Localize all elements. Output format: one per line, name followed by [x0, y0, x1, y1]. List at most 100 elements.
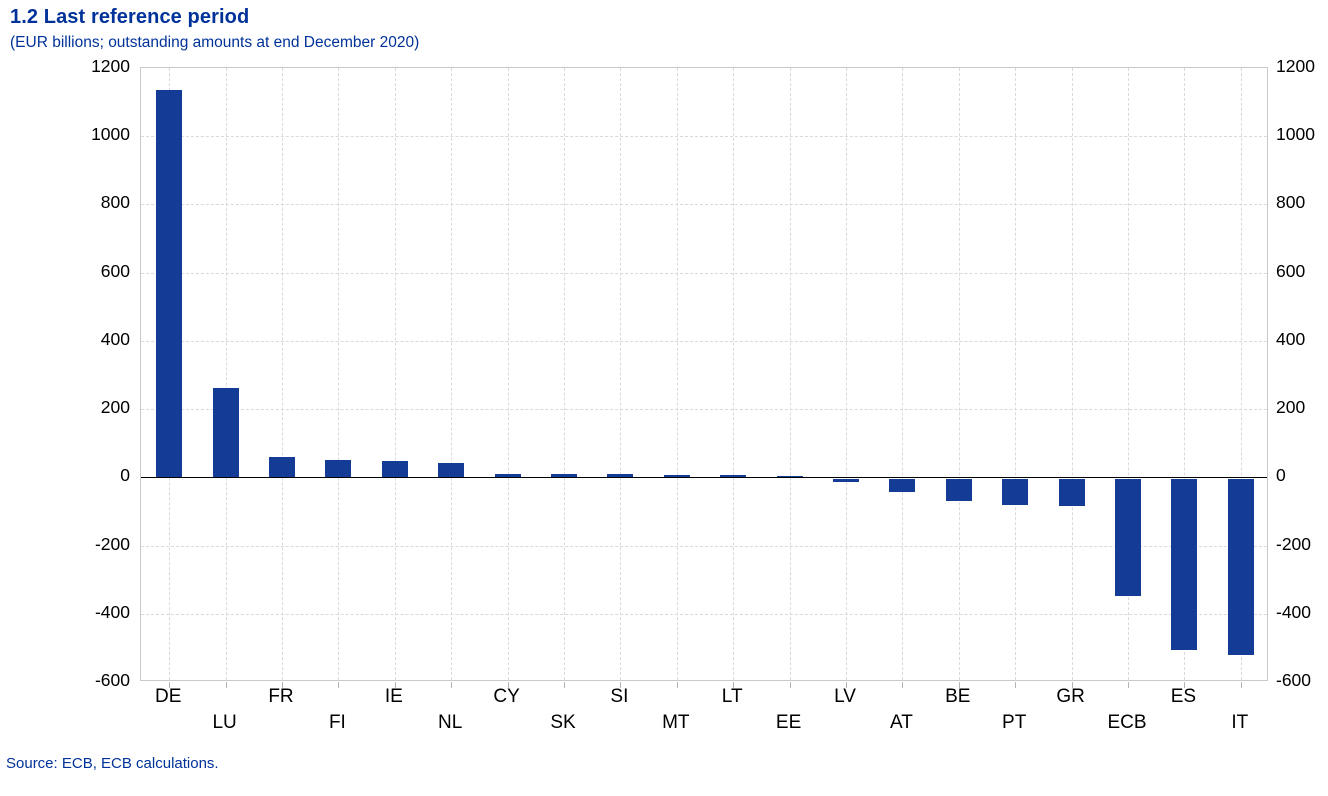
y-axis-tick-label-left: 0 [120, 465, 130, 486]
bar-AT [889, 478, 916, 493]
x-axis-label-LV: LV [834, 686, 856, 707]
source-note: Source: ECB, ECB calculations. [6, 755, 219, 772]
bar-IT [1227, 478, 1254, 656]
y-axis-tick-label-right: -600 [1276, 670, 1312, 690]
x-axis-tick [620, 682, 622, 688]
bar-LU [212, 388, 239, 478]
x-axis-label-NL: NL [438, 712, 463, 733]
vertical-gridline [1128, 68, 1129, 680]
vertical-gridline [958, 68, 960, 680]
x-axis-label-SI: SI [610, 686, 629, 707]
vertical-gridline [1184, 68, 1186, 680]
vertical-gridline [676, 68, 678, 680]
vertical-gridline [846, 68, 847, 680]
x-axis-label-DE: DE [154, 686, 182, 707]
vertical-gridline [620, 68, 622, 680]
horizontal-gridline [141, 340, 1267, 342]
x-axis-tick [564, 682, 565, 688]
y-axis-tick-label-right: 1200 [1276, 56, 1315, 76]
x-axis-label-GR: GR [1056, 686, 1085, 707]
horizontal-gridline [141, 272, 1267, 274]
x-axis-tick [1071, 682, 1073, 688]
y-axis-tick-label-left: -200 [94, 533, 130, 554]
bar-PT [1002, 478, 1029, 505]
x-axis-tick [282, 682, 283, 688]
x-axis-tick [902, 682, 904, 688]
y-axis-tick-label-right: -400 [1276, 601, 1312, 622]
x-axis-label-CY: CY [493, 686, 520, 707]
bar-NL [438, 463, 465, 478]
y-axis-tick-label-left: 200 [100, 397, 130, 418]
y-axis-tick-label-left: 400 [100, 328, 130, 349]
y-axis-tick-label-left: 1000 [91, 124, 130, 145]
bar-SK [551, 473, 577, 478]
bar-FI [325, 459, 352, 478]
vertical-gridline [564, 68, 565, 680]
x-axis-label-ECB: ECB [1107, 712, 1147, 733]
x-axis-label-SK: SK [550, 712, 576, 733]
y-axis-tick-label-right: 800 [1276, 192, 1306, 213]
bar-FR [269, 456, 295, 478]
x-axis-tick [338, 682, 340, 688]
x-axis-tick [733, 682, 735, 688]
x-axis-label-EE: EE [775, 712, 802, 733]
y-axis-tick-label-right: -200 [1276, 533, 1312, 554]
zero-axis-line [141, 477, 1267, 479]
vertical-gridline [902, 68, 904, 680]
vertical-gridline [733, 68, 735, 680]
x-axis-tick [1240, 682, 1242, 688]
x-axis-label-MT: MT [662, 712, 690, 733]
x-axis-label-IT: IT [1231, 712, 1249, 733]
y-axis-tick-label-left: 600 [100, 260, 130, 281]
x-axis-tick [507, 682, 509, 688]
bar-DE [156, 89, 183, 478]
bar-BE [945, 478, 972, 502]
x-axis-label-FI: FI [328, 712, 346, 733]
bar-LV [833, 478, 859, 482]
x-axis-label-FR: FR [268, 686, 294, 707]
x-axis-tick [1015, 682, 1017, 688]
vertical-gridline [1071, 68, 1073, 680]
x-axis-label-AT: AT [889, 712, 913, 733]
vertical-gridline [507, 68, 509, 680]
x-axis-tick [676, 682, 678, 688]
x-axis-tick [1128, 682, 1129, 688]
vertical-gridline [1015, 68, 1017, 680]
x-axis-label-ES: ES [1170, 686, 1197, 707]
horizontal-gridline [141, 545, 1267, 547]
x-axis-label-IE: IE [384, 686, 403, 707]
horizontal-gridline [141, 204, 1267, 206]
x-axis-label-BE: BE [945, 686, 971, 707]
plot-area [140, 67, 1268, 688]
x-axis-tick [451, 682, 453, 688]
bar-EE [776, 476, 803, 478]
y-axis-tick-label-right: 1000 [1276, 124, 1315, 145]
vertical-gridline [1240, 68, 1242, 680]
vertical-gridline [225, 68, 227, 680]
bar-CY [494, 473, 521, 478]
chart-subtitle: (EUR billions; outstanding amounts at en… [10, 34, 420, 51]
horizontal-gridline [141, 613, 1267, 615]
bar-ES [1171, 478, 1198, 651]
horizontal-gridline [141, 136, 1267, 138]
x-axis-tick [1184, 682, 1186, 688]
x-axis-tick [789, 682, 791, 688]
bar-LT [720, 474, 747, 478]
bar-SI [607, 474, 634, 478]
y-axis-tick-label-left: 800 [100, 192, 130, 213]
bar-GR [1058, 478, 1085, 506]
y-axis-tick-label-left: 1200 [91, 56, 130, 76]
x-axis-tick [169, 682, 171, 688]
x-axis-label-LU: LU [212, 712, 237, 733]
x-axis-label-LT: LT [721, 686, 743, 707]
chart-title: 1.2 Last reference period [10, 6, 250, 28]
vertical-gridline [338, 68, 340, 680]
bar-IE [381, 461, 408, 478]
y-axis-tick-label-right: 200 [1276, 397, 1306, 418]
y-axis-tick-label-right: 600 [1276, 260, 1306, 281]
y-axis-tick-label-left: -600 [94, 670, 130, 690]
x-axis-label-PT: PT [1002, 712, 1027, 733]
vertical-gridline [451, 68, 453, 680]
x-axis-tick [846, 682, 847, 688]
